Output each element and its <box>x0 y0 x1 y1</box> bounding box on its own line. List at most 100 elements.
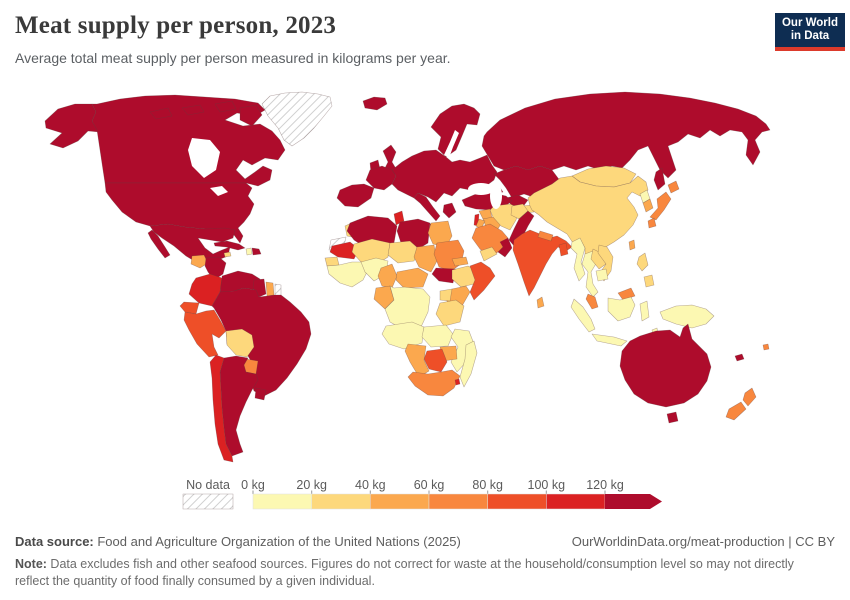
region-south-sudan[interactable] <box>431 267 457 284</box>
map-legend: No data 0 kg 20 kg 40 kg 60 kg 80 kg 100… <box>182 478 662 510</box>
region-jamaica[interactable] <box>223 251 232 258</box>
region-philippines-mindanao[interactable] <box>643 274 655 288</box>
region-french-guiana[interactable] <box>274 283 282 297</box>
region-indonesia-sulawesi[interactable] <box>639 300 650 322</box>
credit-link[interactable]: OurWorldinData.org/meat-production | CC … <box>571 534 835 549</box>
region-canada[interactable] <box>91 94 286 187</box>
legend-bin-swatch[interactable] <box>252 493 312 510</box>
water-black-sea <box>468 183 494 195</box>
region-guatemala[interactable] <box>190 254 209 269</box>
owid-logo-line2: in Data <box>790 30 830 42</box>
region-sri-lanka[interactable] <box>536 296 545 309</box>
region-yemen[interactable] <box>479 246 498 262</box>
region-tunisia[interactable] <box>393 210 405 226</box>
region-dominican-republic[interactable] <box>251 247 262 256</box>
legend-bin-swatch[interactable] <box>487 493 547 510</box>
region-australia[interactable] <box>619 323 712 408</box>
region-tasmania[interactable] <box>666 411 679 424</box>
region-cuba[interactable] <box>213 240 246 251</box>
region-philippines-luzon[interactable] <box>636 252 649 272</box>
region-japan-honshu[interactable] <box>649 191 672 221</box>
region-malaysia-borneo[interactable] <box>617 287 636 301</box>
region-bangladesh[interactable] <box>558 242 569 257</box>
region-sakhalin[interactable] <box>653 167 666 191</box>
region-bolivia[interactable] <box>225 328 255 358</box>
region-italy[interactable] <box>413 192 441 222</box>
legend-tick-label: 20 kg <box>296 478 327 492</box>
region-myanmar[interactable] <box>570 237 586 282</box>
region-malaysia-peninsular[interactable] <box>585 293 599 310</box>
region-niger[interactable] <box>387 240 420 264</box>
region-canada-island[interactable] <box>214 100 237 113</box>
region-new-zealand-south[interactable] <box>725 401 747 421</box>
region-new-zealand-north[interactable] <box>742 387 757 407</box>
footer: Data source: Food and Agriculture Organi… <box>15 534 835 549</box>
region-uruguay[interactable] <box>254 387 267 401</box>
region-indonesia-java[interactable] <box>591 333 628 347</box>
legend-bin-swatch-arrow[interactable] <box>605 494 662 509</box>
legend-bin-swatch[interactable] <box>370 493 430 510</box>
region-sudan[interactable] <box>433 239 465 272</box>
region-suriname[interactable] <box>265 281 275 297</box>
region-chad[interactable] <box>413 244 438 273</box>
region-japan-kyushu[interactable] <box>647 217 657 229</box>
region-chile[interactable] <box>209 354 234 463</box>
region-uganda[interactable] <box>439 288 453 302</box>
region-madagascar[interactable] <box>459 340 478 388</box>
region-south-korea[interactable] <box>642 198 654 213</box>
region-zambia[interactable] <box>421 324 454 348</box>
region-alaska[interactable] <box>44 103 100 149</box>
legend-no-data-swatch[interactable] <box>182 493 234 510</box>
region-cambodia[interactable] <box>595 268 609 282</box>
region-senegal[interactable] <box>324 256 340 267</box>
region-ecuador[interactable] <box>179 301 200 315</box>
region-iceland[interactable] <box>362 96 388 111</box>
region-new-caledonia[interactable] <box>734 353 745 362</box>
region-somalia[interactable] <box>469 261 496 301</box>
region-indonesia-sumatra[interactable] <box>570 298 596 333</box>
region-south-africa[interactable] <box>407 369 461 397</box>
data-source-label: Data source: <box>15 534 94 549</box>
region-russia[interactable] <box>481 91 771 179</box>
owid-logo-line1: Our World <box>781 17 838 29</box>
legend-bin-swatch[interactable] <box>311 493 371 510</box>
region-greece[interactable] <box>442 202 457 219</box>
region-mauritania[interactable] <box>329 241 360 260</box>
legend-bin-swatch[interactable] <box>546 493 606 510</box>
region-nepal[interactable] <box>537 230 554 242</box>
region-japan-hokkaido[interactable] <box>667 180 680 194</box>
region-oman[interactable] <box>497 237 513 258</box>
region-new-guinea[interactable] <box>659 304 715 329</box>
legend-tick-label: 40 kg <box>355 478 386 492</box>
region-mexico-baja[interactable] <box>147 229 171 259</box>
region-mexico[interactable] <box>149 223 236 263</box>
region-tanzania[interactable] <box>435 299 465 327</box>
region-greenland[interactable] <box>261 91 333 147</box>
region-france[interactable] <box>365 165 397 191</box>
water-hudson-bay <box>188 138 220 178</box>
region-usa[interactable] <box>104 182 255 244</box>
region-iberia[interactable] <box>336 183 375 208</box>
footnote-label: Note: <box>15 557 47 571</box>
region-mozambique[interactable] <box>450 328 475 373</box>
region-west-africa[interactable] <box>326 261 369 288</box>
legend-no-data-label: No data <box>186 478 230 492</box>
legend-bin-swatch[interactable] <box>428 493 488 510</box>
region-canada-island[interactable] <box>181 104 205 116</box>
region-eswatini[interactable] <box>454 378 461 386</box>
region-taiwan[interactable] <box>628 239 636 251</box>
region-indonesia-borneo[interactable] <box>607 296 636 322</box>
region-canada-island-baffin[interactable] <box>239 104 263 127</box>
region-china[interactable] <box>527 175 649 261</box>
region-haiti[interactable] <box>245 247 253 256</box>
region-canada-island[interactable] <box>149 107 173 120</box>
region-india[interactable] <box>512 229 573 297</box>
owid-logo[interactable]: Our World in Data <box>775 13 845 51</box>
region-fiji[interactable] <box>762 343 770 351</box>
legend-tick-label: 0 kg <box>241 478 265 492</box>
region-eritrea[interactable] <box>451 256 469 267</box>
region-central-african-republic[interactable] <box>395 267 429 289</box>
region-peru[interactable] <box>183 309 227 358</box>
